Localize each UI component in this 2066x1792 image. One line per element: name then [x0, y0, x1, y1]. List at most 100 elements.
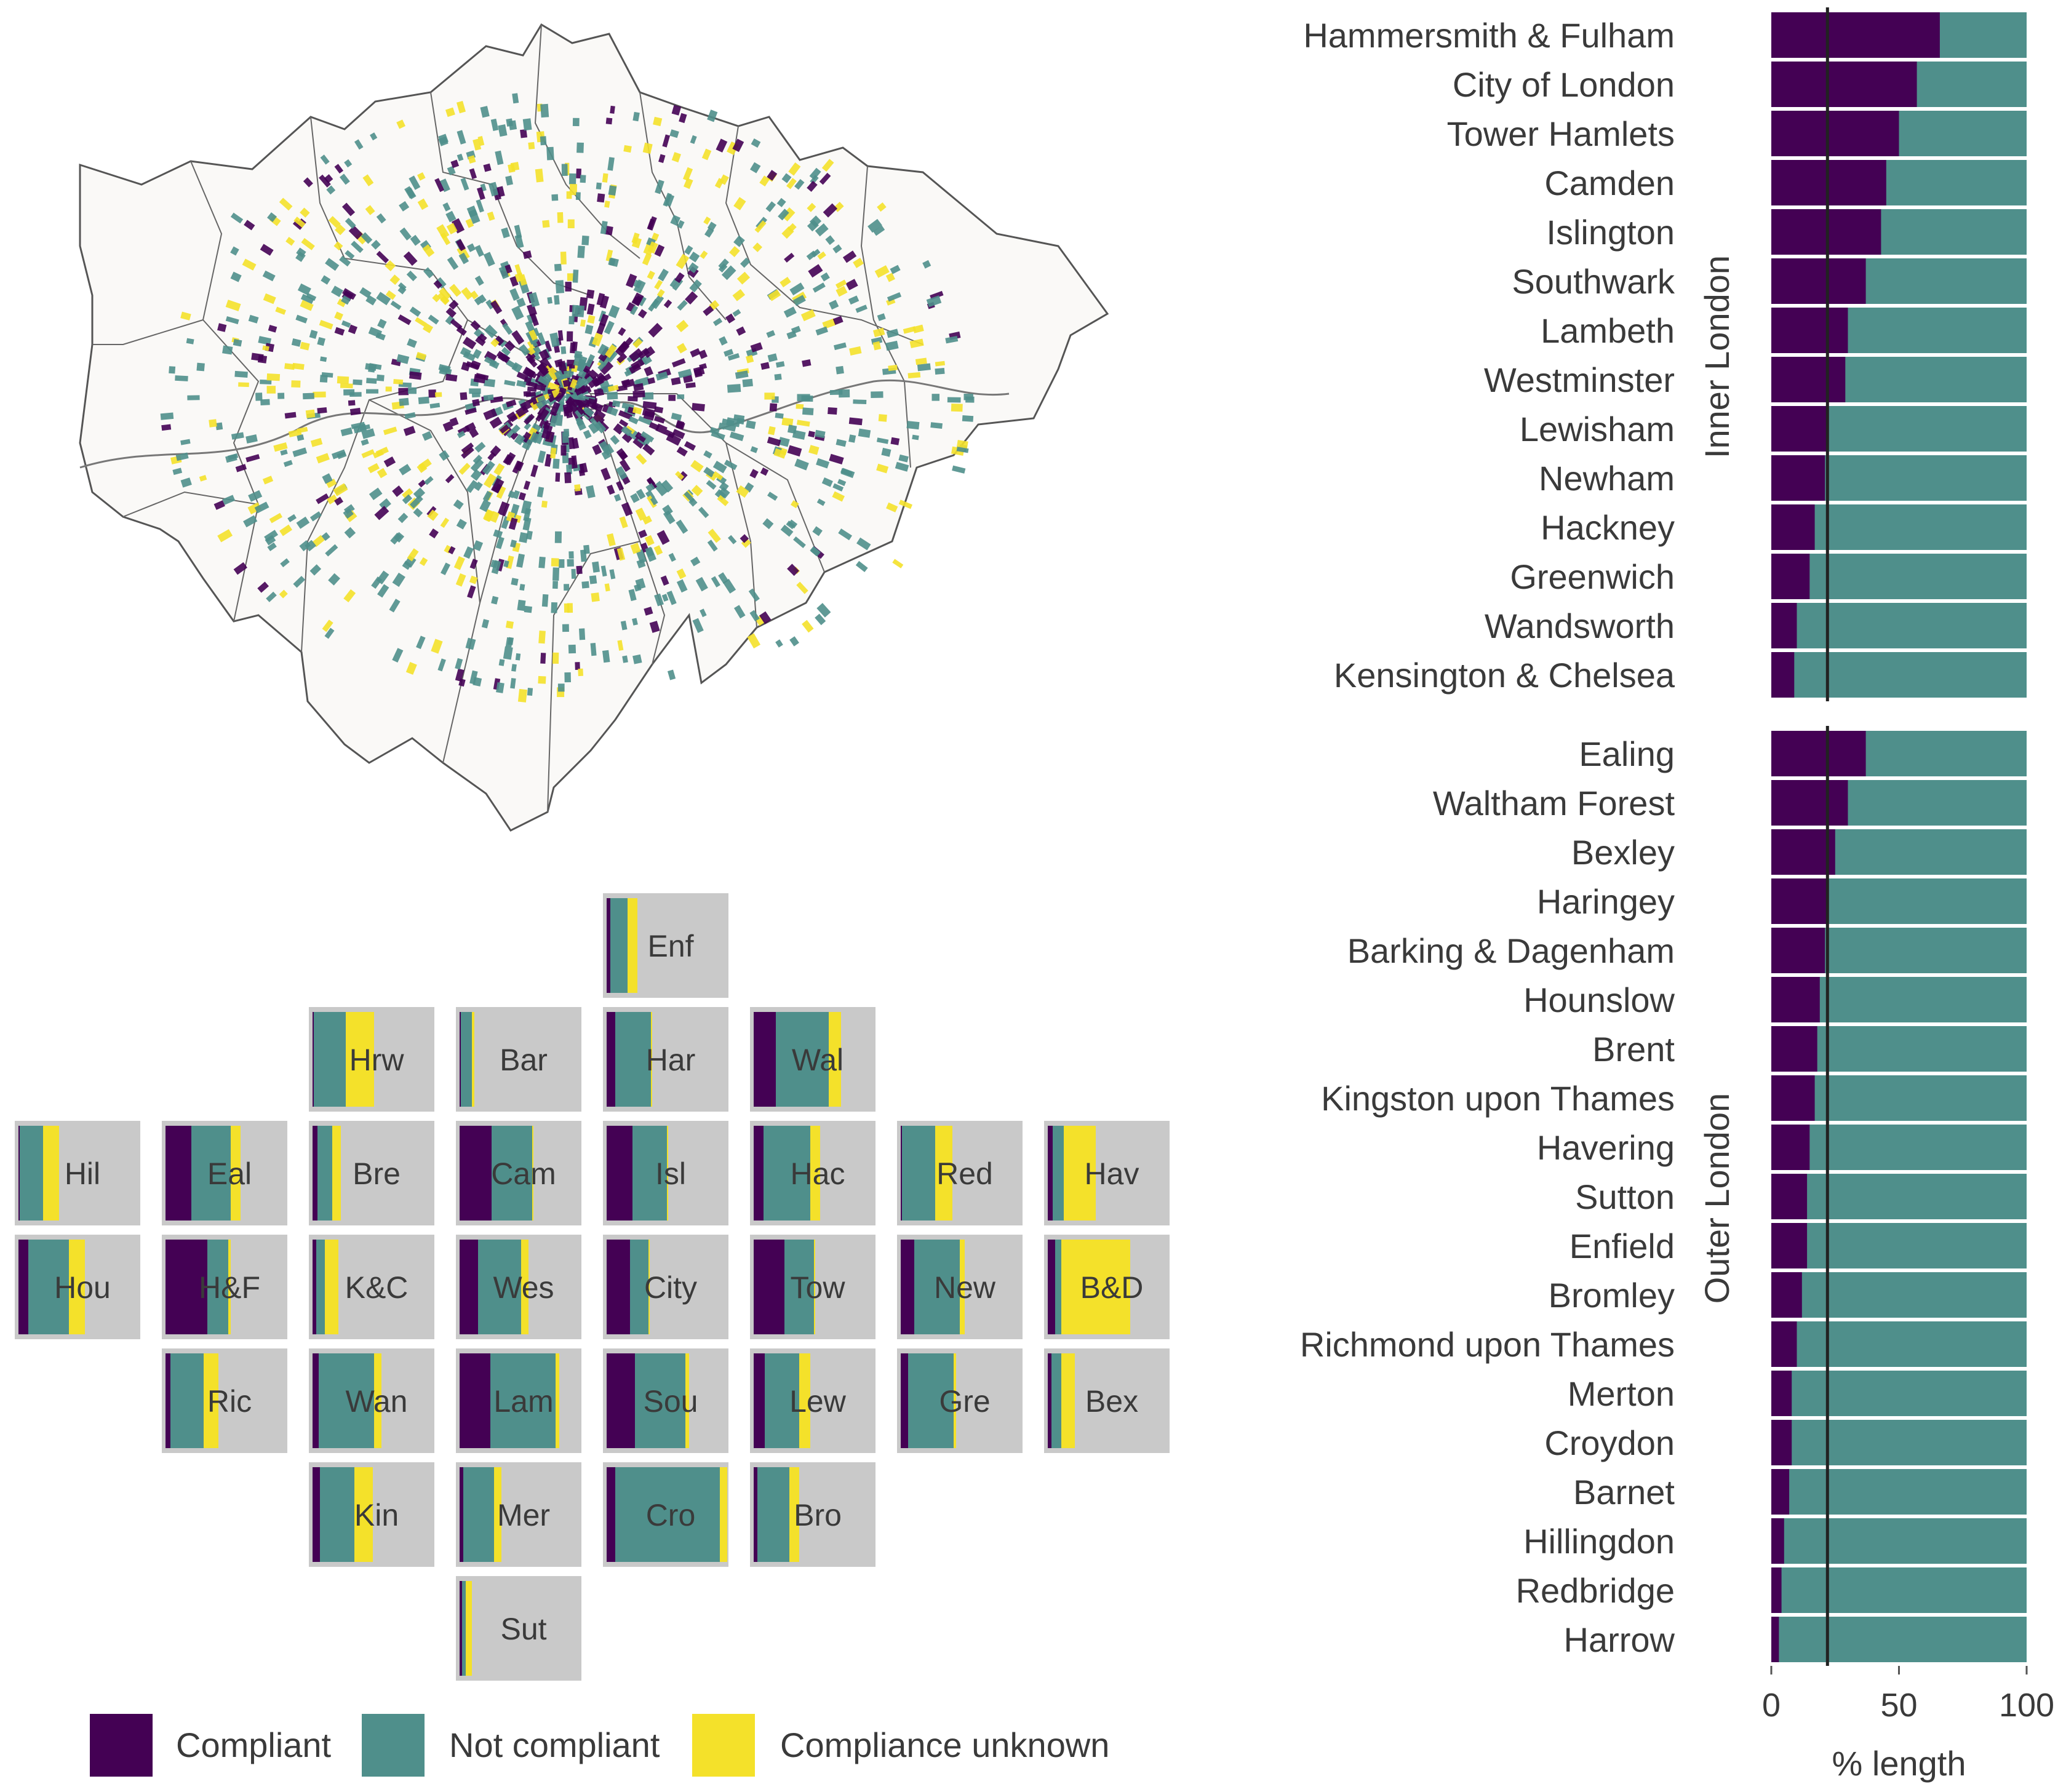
road-segment: [445, 210, 457, 223]
road-segment: [676, 343, 687, 354]
road-segment: [439, 450, 450, 461]
road-segment: [396, 119, 405, 129]
road-segment: [930, 422, 943, 429]
road-segment: [301, 237, 315, 250]
road-segment: [638, 529, 648, 538]
road-segment: [497, 352, 508, 362]
bar-row-hackney: Hackney: [1541, 504, 2027, 550]
road-segment: [802, 359, 812, 367]
road-segment: [780, 277, 791, 288]
road-segment: [618, 419, 629, 428]
road-segment: [588, 422, 599, 434]
road-segment: [945, 335, 959, 344]
road-segment: [654, 279, 663, 290]
road-segment: [654, 593, 664, 607]
bar-compliant: [1771, 1567, 1782, 1613]
road-segment: [653, 406, 664, 413]
tile-bar-unknown: [521, 1240, 528, 1334]
road-segment: [465, 422, 476, 432]
road-segment: [569, 184, 578, 196]
road-segment: [292, 362, 305, 370]
road-segment: [816, 498, 826, 506]
road-segment: [506, 411, 517, 422]
road-segment: [516, 380, 527, 388]
road-segment: [540, 103, 549, 118]
tile-label: Lew: [789, 1384, 847, 1419]
road-segment: [445, 107, 455, 117]
road-segment: [692, 618, 704, 633]
tile-bar-not-compliant: [902, 1126, 935, 1221]
road-segment: [633, 279, 646, 294]
road-segment: [552, 581, 559, 589]
road-segment: [628, 416, 639, 424]
road-segment: [457, 153, 464, 161]
road-segment: [267, 542, 277, 552]
road-segment: [559, 559, 565, 568]
tile-isl: Isl: [603, 1121, 728, 1225]
tile-bar-unknown: [1061, 1240, 1130, 1334]
category-label: Greenwich: [1510, 557, 1675, 596]
road-segment: [458, 463, 471, 475]
road-segment: [815, 429, 826, 439]
road-segment: [300, 293, 314, 305]
road-segment: [322, 619, 333, 632]
road-segment: [742, 378, 753, 388]
road-segment: [376, 570, 389, 584]
road-segment: [217, 323, 227, 332]
road-segment: [759, 611, 772, 624]
tile-bar-unknown: [466, 1581, 472, 1676]
road-segment: [579, 628, 586, 640]
road-segment: [617, 640, 624, 651]
road-segment: [650, 496, 658, 506]
bar-not-compliant: [1771, 1617, 2027, 1662]
road-segment: [433, 279, 443, 289]
road-segment: [506, 399, 517, 408]
road-segment: [511, 424, 520, 434]
road-segment: [677, 368, 692, 378]
tile-cro: Cro: [603, 1462, 728, 1567]
road-segment: [413, 508, 423, 518]
road-segment: [647, 241, 658, 254]
tile-bar-not-compliant: [462, 1581, 466, 1676]
road-segment: [703, 217, 711, 225]
tile-enf: Enf: [603, 893, 728, 998]
road-segment: [892, 559, 904, 568]
road-segment: [407, 548, 419, 562]
tile-new: New: [897, 1235, 1023, 1339]
road-segment: [488, 181, 500, 197]
road-segment: [647, 270, 655, 280]
road-segment: [741, 538, 751, 548]
road-segment: [469, 559, 478, 570]
road-segment: [258, 336, 272, 346]
road-segment: [508, 517, 518, 530]
road-segment: [546, 146, 554, 161]
road-segment: [368, 327, 382, 338]
road-segment: [514, 234, 524, 249]
road-segment: [505, 264, 513, 274]
bar-compliant: [1771, 62, 1917, 107]
road-segment: [564, 672, 571, 683]
tile-bar-unknown: [648, 1240, 650, 1334]
road-segment: [629, 305, 639, 316]
road-segment: [567, 559, 574, 567]
road-segment: [589, 575, 597, 584]
bar-compliant: [1771, 1075, 1815, 1121]
road-segment: [688, 251, 700, 263]
road-segment: [781, 207, 796, 221]
road-segment: [619, 459, 631, 472]
legend-label: Compliance unknown: [780, 1726, 1109, 1764]
road-segment: [684, 178, 693, 189]
road-segment: [606, 406, 618, 416]
road-segment: [485, 299, 495, 309]
road-segment: [441, 562, 450, 576]
bar-compliant: [1771, 1272, 1802, 1318]
road-segment: [536, 363, 549, 376]
road-segment: [656, 530, 670, 545]
road-segment: [564, 370, 571, 379]
road-segment: [873, 225, 885, 236]
tile-label: K&C: [345, 1270, 409, 1305]
road-segment: [348, 225, 363, 240]
road-segment: [248, 314, 259, 324]
road-segment: [359, 287, 372, 298]
road-segment: [509, 288, 520, 301]
